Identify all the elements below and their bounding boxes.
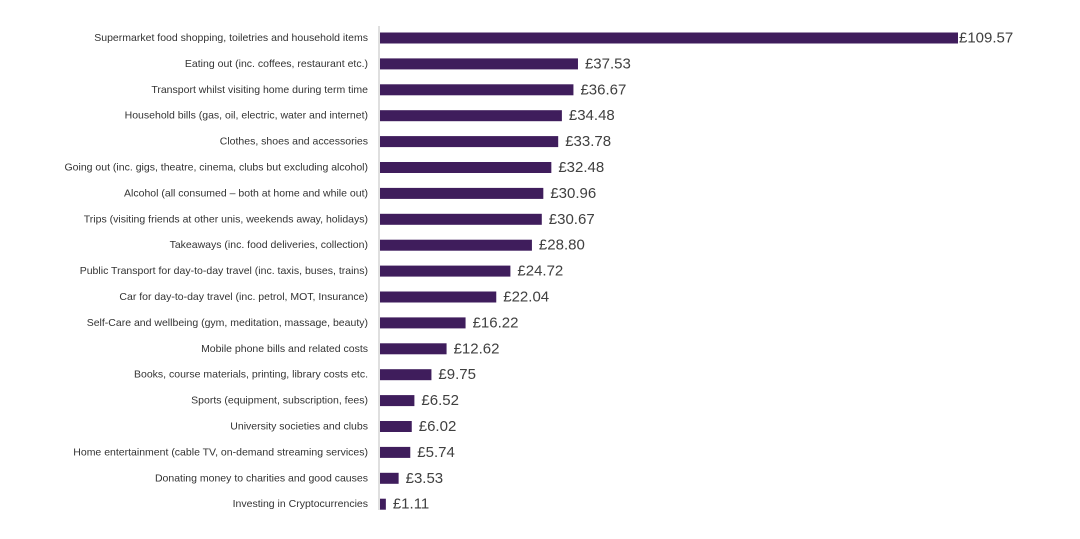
bar — [380, 472, 399, 484]
value-label: £33.78 — [565, 133, 611, 150]
category-label: Sports (equipment, subscription, fees) — [191, 395, 368, 407]
value-label: £30.96 — [550, 185, 596, 202]
bar — [380, 162, 552, 173]
value-label: £32.48 — [558, 159, 604, 176]
category-label: Transport whilst visiting home during te… — [151, 84, 368, 96]
category-label: Books, course materials, printing, libra… — [134, 369, 368, 381]
value-labels: £109.57 £37.53 £36.67 £34.48 £33.78 £32.48 £30… — [393, 30, 1013, 513]
category-label: University societies and clubs — [230, 421, 368, 433]
bar — [380, 265, 511, 277]
bar — [380, 187, 544, 199]
value-label: £16.22 — [473, 314, 519, 331]
bar — [380, 421, 412, 432]
bar — [380, 395, 415, 407]
value-label: £34.48 — [569, 107, 615, 124]
category-label: Investing in Cryptocurrencies — [233, 498, 368, 510]
bar — [380, 498, 386, 510]
value-label: £36.67 — [580, 81, 626, 98]
value-label: £5.74 — [417, 444, 455, 461]
value-label: £30.67 — [549, 211, 595, 228]
value-label: £12.62 — [454, 340, 500, 357]
category-label: Donating money to charities and good cau… — [155, 472, 368, 484]
bar — [380, 110, 562, 122]
category-label: Alcohol (all consumed – both at home and… — [124, 187, 368, 199]
bar — [380, 32, 958, 44]
bar — [380, 58, 578, 70]
category-label: Eating out (inc. coffees, restaurant etc… — [185, 58, 368, 70]
value-label: £109.57 — [959, 30, 1013, 47]
category-label: Takeaways (inc. food deliveries, collect… — [170, 239, 368, 251]
bar — [380, 213, 542, 225]
value-label: £24.72 — [517, 263, 563, 280]
bar — [380, 291, 497, 303]
bar — [380, 239, 532, 251]
bar — [380, 369, 432, 381]
value-label: £37.53 — [585, 55, 631, 72]
value-label: £6.52 — [421, 392, 459, 409]
bar — [380, 136, 559, 148]
category-label: Mobile phone bills and related costs — [201, 343, 368, 355]
value-label: £9.75 — [438, 366, 476, 383]
category-label: Car for day-to-day travel (inc. petrol, … — [119, 291, 368, 303]
category-label: Public Transport for day-to-day travel (… — [80, 265, 368, 277]
bars — [380, 32, 958, 510]
value-label: £3.53 — [406, 470, 444, 487]
value-label: £22.04 — [503, 289, 549, 306]
bar — [380, 317, 466, 329]
bar — [380, 446, 411, 458]
category-label: Trips (visiting friends at other unis, w… — [84, 213, 368, 225]
category-label: Household bills (gas, oil, electric, wat… — [125, 110, 368, 122]
category-label: Supermarket food shopping, toiletries an… — [94, 32, 368, 44]
category-labels: Supermarket food shopping, toiletries an… — [64, 32, 368, 510]
bar — [380, 343, 447, 355]
value-label: £28.80 — [539, 237, 585, 254]
value-label: £6.02 — [419, 418, 457, 435]
bar — [380, 84, 574, 96]
category-label: Going out (inc. gigs, theatre, cinema, c… — [64, 162, 368, 174]
category-label: Self-Care and wellbeing (gym, meditation… — [87, 317, 368, 329]
category-label: Home entertainment (cable TV, on-demand … — [73, 446, 368, 458]
value-label: £1.11 — [393, 496, 429, 513]
category-label: Clothes, shoes and accessories — [220, 136, 368, 148]
